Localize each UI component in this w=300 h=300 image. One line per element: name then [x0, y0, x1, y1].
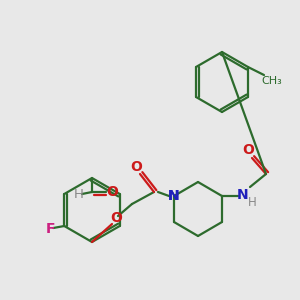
- Text: F: F: [46, 222, 55, 236]
- Text: H: H: [74, 188, 84, 202]
- Text: CH₃: CH₃: [262, 76, 282, 86]
- Text: O: O: [130, 160, 142, 174]
- Text: O: O: [242, 143, 254, 157]
- Text: O: O: [110, 211, 122, 225]
- Text: N: N: [168, 189, 180, 203]
- Text: O: O: [106, 185, 118, 199]
- Text: H: H: [248, 196, 256, 208]
- Text: N: N: [237, 188, 249, 202]
- Text: N: N: [168, 189, 180, 203]
